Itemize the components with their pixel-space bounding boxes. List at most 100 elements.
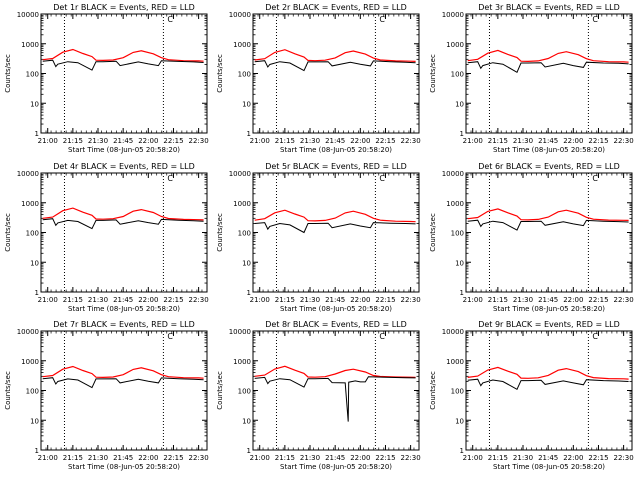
events-series-line [42, 218, 204, 230]
panel-title: Det 7r BLACK = Events, RED = LLD [53, 320, 195, 329]
x-tick-label: 21:30 [88, 296, 108, 304]
x-tick-label: 21:15 [488, 137, 508, 145]
y-tick-label: 10000 [442, 170, 464, 178]
panel-title: Det 3r BLACK = Events, RED = LLD [478, 3, 620, 12]
y-tick-label: 1 [35, 130, 39, 138]
x-tick-label: 21:30 [513, 296, 533, 304]
x-tick-label: 21:15 [63, 137, 83, 145]
x-tick-label: 22:30 [189, 454, 209, 462]
x-tick-label: 22:15 [588, 137, 608, 145]
x-tick-label: 22:00 [350, 137, 370, 145]
x-tick-label: 22:15 [375, 454, 395, 462]
y-axis-label: Counts/sec [216, 54, 224, 93]
lld-series-line [467, 49, 629, 63]
x-tick-label: 22:15 [588, 296, 608, 304]
events-series-line [467, 219, 629, 231]
x-tick-label: 21:45 [538, 454, 558, 462]
x-tick-label: 21:00 [250, 454, 270, 462]
x-tick-label: 22:00 [563, 454, 583, 462]
x-tick-label: 21:15 [63, 454, 83, 462]
x-tick-label: 21:00 [250, 296, 270, 304]
y-axis-label: Counts/sec [429, 54, 437, 93]
y-tick-label: 10000 [229, 328, 251, 336]
panel-title: Det 9r BLACK = Events, RED = LLD [478, 320, 620, 329]
x-tick-label: 21:45 [325, 137, 345, 145]
y-tick-label: 1000 [21, 358, 39, 366]
x-tick-label: 21:00 [250, 137, 270, 145]
marker-label: C [167, 332, 173, 341]
y-tick-label: 100 [26, 388, 39, 396]
x-tick-label: 22:15 [163, 137, 183, 145]
panel-title: Det 6r BLACK = Events, RED = LLD [478, 162, 620, 171]
x-tick-label: 22:30 [401, 137, 421, 145]
x-tick-label: 21:30 [88, 454, 108, 462]
y-tick-label: 1000 [446, 358, 464, 366]
y-tick-label: 1000 [446, 41, 464, 49]
lld-series-line [254, 209, 416, 223]
y-tick-label: 10000 [17, 11, 39, 19]
x-tick-label: 22:30 [614, 296, 634, 304]
y-tick-label: 10000 [17, 170, 39, 178]
x-axis-label: Start Time (08-Jun-05 20:58:20) [280, 463, 392, 471]
events-series-line [467, 61, 629, 74]
x-tick-label: 21:45 [325, 454, 345, 462]
detector-panel-5: Det 5r BLACK = Events, RED = LLD 1 10 100 10… [216, 162, 421, 313]
y-tick-label: 1000 [21, 200, 39, 208]
marker-label: C [592, 332, 598, 341]
detector-panel-4: Det 4r BLACK = Events, RED = LLD 1 10 100 10… [4, 162, 209, 313]
detector-panel-2: Det 2r BLACK = Events, RED = LLD 1 10 100 10… [216, 3, 421, 154]
plot-frame [252, 13, 420, 134]
y-tick-label: 10 [30, 259, 39, 267]
events-series-line [254, 376, 416, 422]
y-tick-label: 10 [242, 417, 251, 425]
y-tick-label: 10000 [229, 170, 251, 178]
y-tick-label: 100 [451, 388, 464, 396]
y-tick-label: 10000 [17, 328, 39, 336]
y-tick-label: 1 [247, 289, 251, 297]
y-tick-label: 1 [460, 130, 464, 138]
x-tick-label: 21:30 [300, 137, 320, 145]
x-axis-label: Start Time (08-Jun-05 20:58:20) [280, 305, 392, 313]
y-tick-label: 10 [30, 417, 39, 425]
x-tick-label: 22:00 [350, 454, 370, 462]
detector-panel-1: Det 1r BLACK = Events, RED = LLD 1 10 100 10… [4, 3, 209, 154]
y-tick-label: 10 [242, 100, 251, 108]
events-series-line [254, 222, 416, 234]
plot-frame [40, 13, 208, 134]
x-tick-label: 21:45 [113, 454, 133, 462]
y-axis-label: Counts/sec [216, 213, 224, 252]
panel-title: Det 4r BLACK = Events, RED = LLD [53, 162, 195, 171]
y-tick-label: 100 [451, 230, 464, 238]
y-tick-label: 10 [30, 100, 39, 108]
panel-title: Det 8r BLACK = Events, RED = LLD [265, 320, 407, 329]
x-tick-label: 22:15 [375, 296, 395, 304]
x-tick-label: 21:00 [463, 137, 483, 145]
y-tick-label: 1 [247, 130, 251, 138]
x-tick-label: 22:30 [401, 296, 421, 304]
lld-series-line [42, 207, 204, 221]
plot-frame [465, 172, 633, 293]
y-axis-label: Counts/sec [4, 371, 12, 410]
x-tick-label: 22:00 [563, 137, 583, 145]
x-tick-label: 21:45 [113, 296, 133, 304]
detector-panel-9: Det 9r BLACK = Events, RED = LLD 1 10 100 10… [429, 320, 634, 471]
detector-panel-8: Det 8r BLACK = Events, RED = LLD 1 10 100 10… [216, 320, 421, 471]
marker-label: C [592, 174, 598, 183]
detector-panel-3: Det 3r BLACK = Events, RED = LLD 1 10 100 10… [429, 3, 634, 154]
y-axis-label: Counts/sec [429, 371, 437, 410]
x-tick-label: 21:00 [463, 454, 483, 462]
x-tick-label: 22:15 [163, 454, 183, 462]
marker-label: C [379, 332, 385, 341]
lld-series-line [254, 365, 416, 378]
x-tick-label: 21:15 [275, 296, 295, 304]
marker-label: C [167, 15, 173, 24]
x-axis-label: Start Time (08-Jun-05 20:58:20) [493, 146, 605, 154]
x-tick-label: 21:15 [488, 296, 508, 304]
x-tick-label: 22:00 [138, 137, 158, 145]
x-tick-label: 21:00 [38, 296, 58, 304]
y-tick-label: 1000 [233, 358, 251, 366]
x-tick-label: 22:30 [189, 296, 209, 304]
y-tick-label: 10 [455, 259, 464, 267]
x-tick-label: 22:15 [163, 296, 183, 304]
x-tick-label: 21:45 [538, 137, 558, 145]
